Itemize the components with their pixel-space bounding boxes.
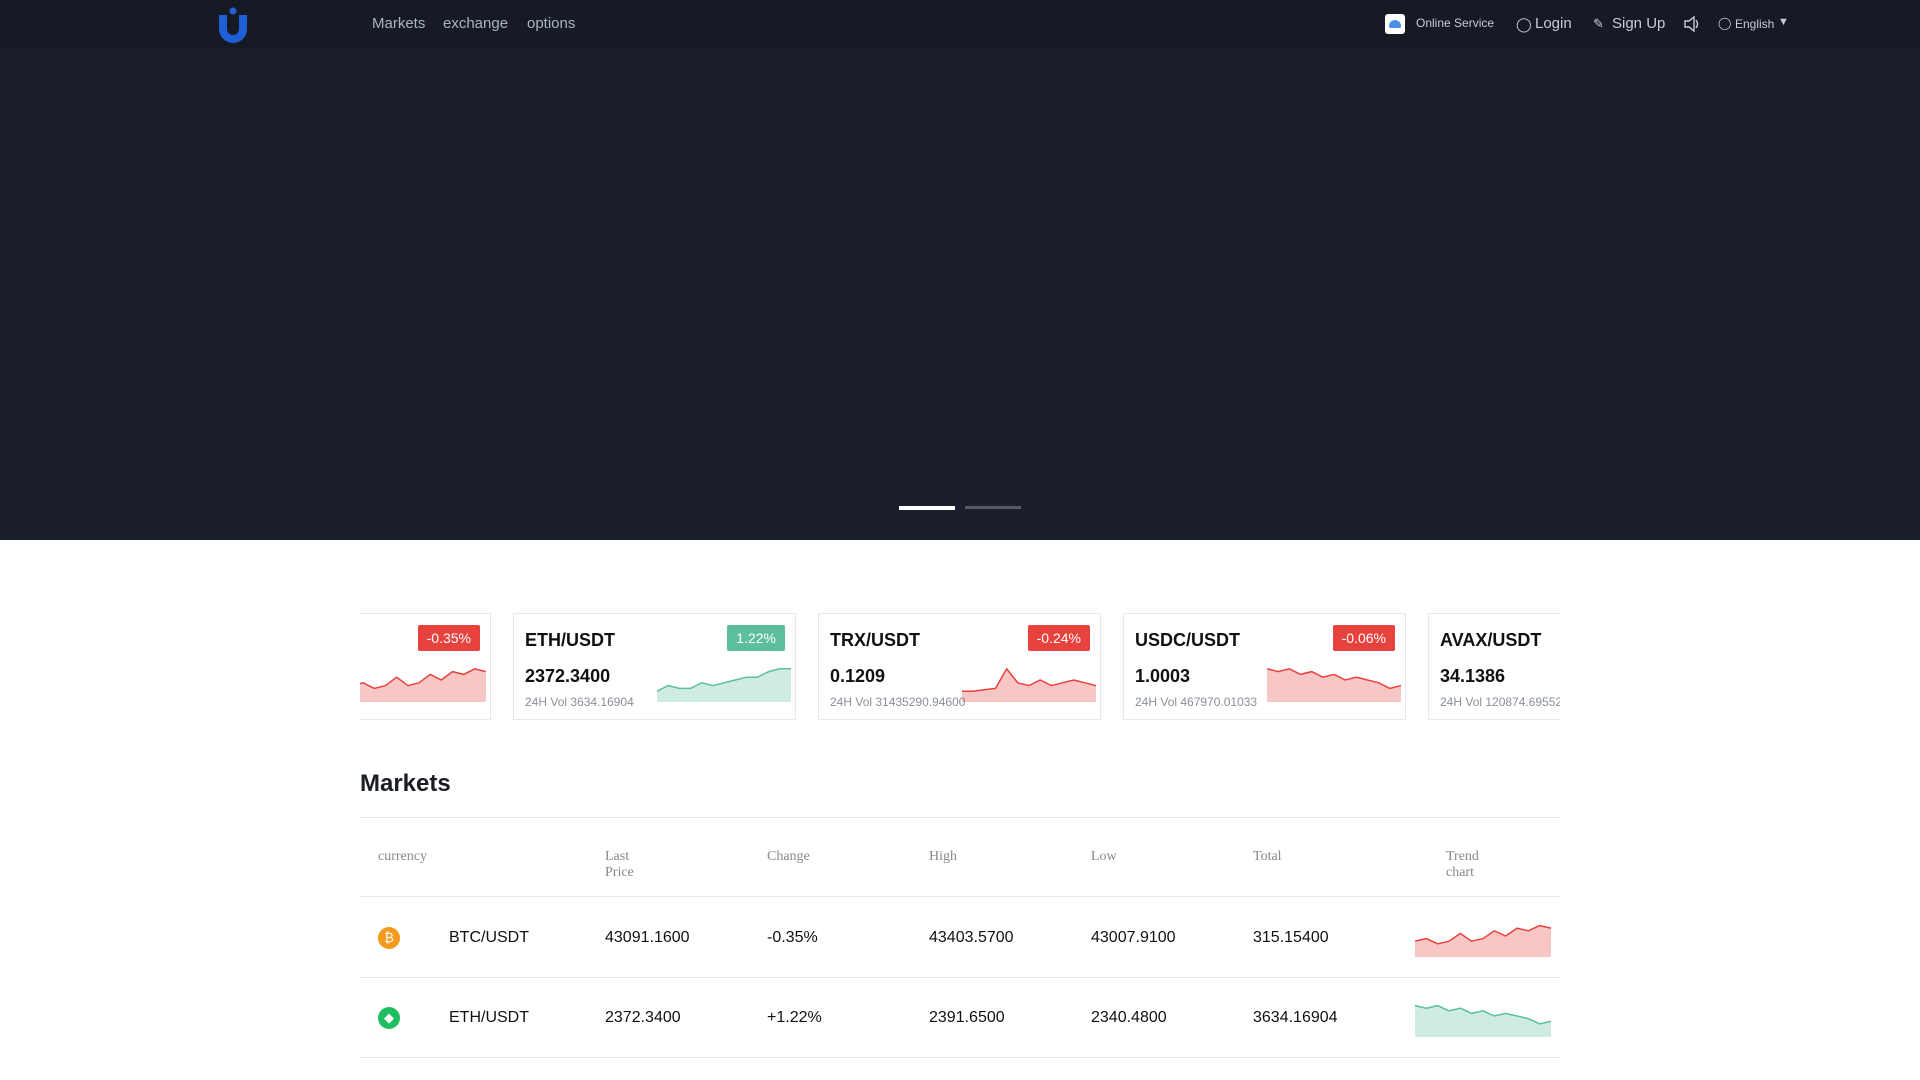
nav-link[interactable]: options [527,15,576,32]
ticker-volume: 24H Vol 3634.16904 [525,695,634,709]
cell-low: 2340.4800 [1091,1009,1167,1026]
table-header: Total [1253,849,1282,864]
ticker-pair: TRX/USDT [830,630,920,650]
ticker-pair: USDC/USDT [1135,630,1241,650]
cell-high: 43403.5700 [929,929,1014,946]
sparkline [1415,924,1551,957]
cell-high: 2391.6500 [929,1009,1005,1026]
ticker-card[interactable]: -0.35% [360,613,491,720]
ticker-price: 1.0003 [1135,666,1191,686]
ticker-card[interactable]: TRX/USDT -0.24% 0.1209 24H Vol 31435290.946… [818,613,1101,720]
ticker-strip: -0.35% ETH/USDT 1.22% 2372.3400 24H Vol 3634… [360,613,1560,721]
cell-change: -0.35% [767,929,818,946]
sound-icon[interactable] [1683,15,1701,33]
nav-link[interactable]: Markets [372,15,426,32]
sparkline-area [657,668,791,702]
table-header: Trend chart [1446,849,1479,880]
ticker-pair: ETH/USDT [525,630,615,650]
ticker-price: 0.1209 [830,666,886,686]
ticker-volume: 24H Vol 31435290.94600 [830,695,966,709]
pair: BTC/USDT [449,929,529,946]
cell-low: 43007.9100 [1091,929,1176,946]
table-header: Low [1091,849,1117,864]
ticker-change: 1.22% [727,625,785,651]
slider-dot[interactable] [965,506,1021,509]
markets-title: Markets [360,770,451,797]
divider [360,896,1560,897]
cell-total: 315.15400 [1253,929,1329,946]
ticker-volume: 24H Vol 467970.01033 [1135,695,1258,709]
sparkline-area [1415,925,1551,957]
ticker-price: 34.1386 [1440,666,1506,686]
logo[interactable] [215,5,251,45]
language[interactable]: English [1735,17,1775,31]
sparkline-line [1415,1004,1551,1025]
ticker-change: -0.24% [1027,625,1090,651]
signup-icon: ✎ [1593,16,1604,31]
cell-change: +1.22% [767,1009,822,1026]
signup[interactable]: Sign Up [1612,15,1666,32]
ticker-price: 2372.3400 [525,666,611,686]
divider [360,817,1560,818]
divider [360,977,1560,978]
cell-total: 3634.16904 [1253,1009,1338,1026]
service-icon[interactable] [1385,14,1405,34]
slider-dot[interactable] [899,506,955,510]
ticker-card[interactable]: AVAX/USDT 34.1386 24H Vol 120874.69552 [1428,613,1560,720]
sparkline-line [1415,924,1551,945]
sparkline-line [360,668,486,690]
sparkline [360,668,486,702]
ticker-volume: 24H Vol 120874.69552 [1440,695,1560,709]
divider [360,1057,1560,1058]
banner [0,48,1920,540]
cell-last: 2372.3400 [605,1009,681,1026]
ticker-card[interactable]: ETH/USDT 1.22% 2372.3400 24H Vol 3634.16904 [513,613,796,720]
sparkline [657,668,791,702]
nav-link[interactable]: exchange [443,15,509,32]
coin-icon: ₿ [378,927,400,949]
ticker-card[interactable]: USDC/USDT -0.06% 1.0003 24H Vol 467970.0103… [1123,613,1406,720]
sparkline-area [360,668,486,702]
coin-icon: ◆ [378,1007,400,1029]
table-header: High [929,849,957,864]
sparkline-line [1267,668,1401,690]
ticker-change: -0.06% [1332,625,1395,651]
globe-icon: ◯ [1718,16,1732,30]
sparkline [1267,668,1401,702]
sparkline [962,667,1096,702]
pair: ETH/USDT [449,1009,529,1026]
sparkline-area [1415,1005,1551,1037]
sparkline-line [657,668,791,692]
dropdown-arrow[interactable]: ▼ [1778,16,1789,28]
sparkline-area [1267,668,1401,702]
ticker-pair: AVAX/USDT [1440,630,1542,650]
sparkline-area [962,668,1096,702]
ticker-change: -0.35% [417,625,480,651]
table-header: Last Price [605,849,634,880]
login-icon: ◯ [1516,16,1532,32]
online-service[interactable]: Online Service [1416,16,1495,30]
table-header: currency [378,849,427,864]
cell-last: 43091.1600 [605,929,690,946]
table-header: Change [767,849,810,864]
login[interactable]: Login [1535,15,1572,32]
nav-bar: Markets exchange options Online Service … [0,0,1920,48]
sparkline-line [962,667,1096,692]
sparkline [1415,1004,1551,1037]
